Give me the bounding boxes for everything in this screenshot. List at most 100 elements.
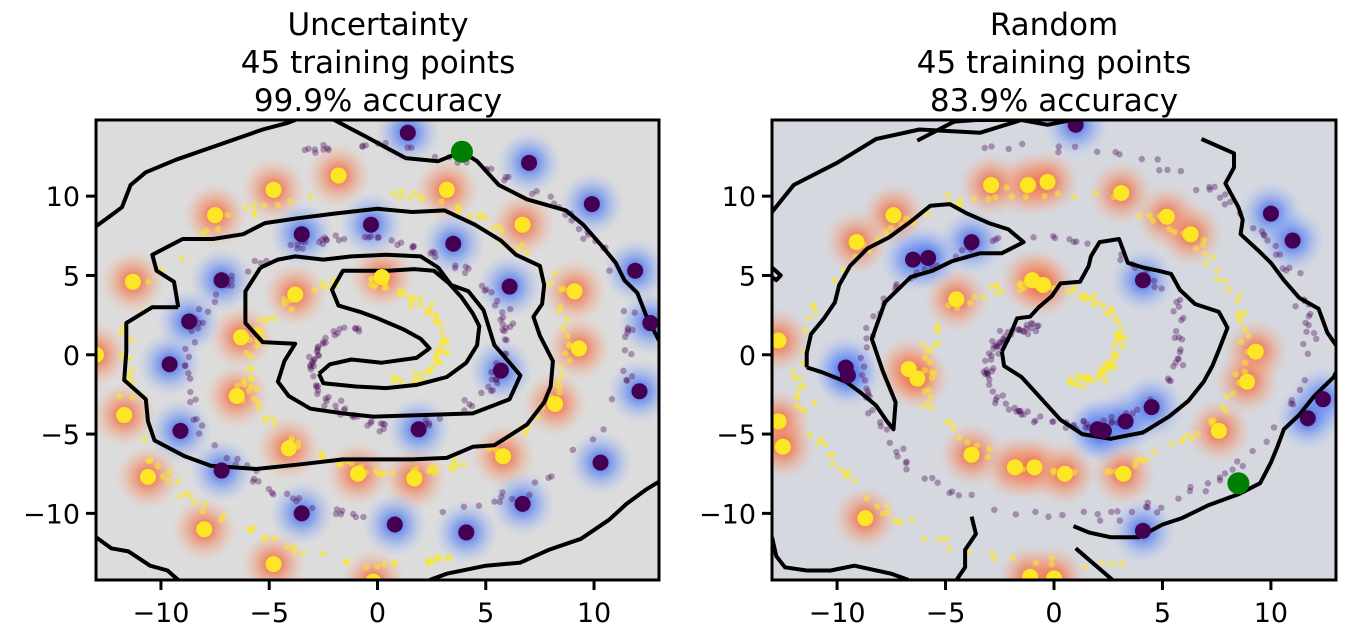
sample-yellow: [192, 498, 199, 506]
sample-purple: [1301, 377, 1309, 384]
sample-yellow: [1136, 212, 1143, 219]
training-point-purple: [514, 495, 531, 512]
sample-purple: [488, 289, 495, 296]
sample-purple: [309, 360, 316, 367]
decision-boundary: [428, 479, 659, 580]
sample-yellow: [147, 457, 154, 464]
training-point-purple: [1284, 232, 1301, 249]
training-point-yellow: [963, 446, 980, 463]
sample-purple: [319, 340, 327, 348]
training-point-yellow: [265, 181, 282, 198]
sample-purple: [508, 495, 516, 503]
sample-purple: [311, 355, 318, 363]
sample-purple: [352, 324, 359, 332]
sample-yellow: [557, 304, 564, 311]
sample-purple: [1023, 325, 1030, 332]
sample-purple: [993, 343, 1000, 350]
sample-purple: [499, 489, 506, 496]
sample-yellow: [947, 419, 955, 427]
sample-purple: [1202, 488, 1209, 495]
sample-yellow: [1189, 434, 1196, 442]
sample-purple: [332, 232, 339, 239]
sample-yellow: [829, 451, 837, 459]
sample-yellow: [921, 388, 928, 395]
sample-yellow: [956, 197, 964, 204]
training-point-yellow: [1115, 465, 1132, 482]
sample-purple: [995, 343, 1003, 351]
sample-purple: [212, 291, 220, 298]
sample-yellow: [264, 315, 271, 322]
sample-purple: [305, 145, 312, 152]
sample-purple: [1164, 166, 1171, 174]
sample-purple: [1179, 361, 1187, 369]
sample-yellow: [1032, 559, 1040, 567]
sample-purple: [204, 308, 212, 315]
sample-purple: [531, 479, 539, 486]
sample-yellow: [251, 395, 258, 402]
sample-purple: [341, 324, 348, 331]
sample-yellow: [342, 558, 349, 565]
sample-purple: [529, 190, 536, 197]
sample-purple: [1270, 424, 1278, 431]
sample-yellow: [1241, 368, 1248, 375]
sample-purple: [1297, 269, 1304, 277]
sample-purple: [362, 142, 370, 149]
sample-purple: [1261, 232, 1268, 239]
sample-purple: [1073, 238, 1080, 245]
sample-purple: [1151, 283, 1158, 291]
sample-purple: [858, 371, 866, 379]
sample-purple: [314, 344, 321, 351]
sample-purple: [1180, 314, 1187, 322]
sample-yellow: [1213, 267, 1221, 274]
sample-purple: [1037, 413, 1044, 420]
sample-yellow: [831, 277, 838, 284]
x-tick-label: −5: [249, 598, 289, 629]
sample-purple: [1080, 508, 1087, 516]
sample-yellow: [965, 549, 973, 556]
sample-purple: [323, 236, 330, 243]
sample-purple: [1304, 350, 1312, 358]
sample-purple: [1050, 418, 1057, 425]
decision-boundary-layer: [772, 120, 1336, 580]
sample-purple: [1154, 156, 1161, 163]
sample-purple: [860, 363, 868, 370]
sample-yellow: [398, 188, 405, 195]
sample-purple: [461, 397, 468, 404]
x-tick-label: −10: [809, 598, 866, 629]
training-point-purple: [627, 262, 644, 279]
sample-purple: [1016, 326, 1024, 334]
sample-purple: [980, 368, 987, 375]
sample-purple: [320, 338, 327, 346]
sample-purple: [312, 149, 319, 156]
glow-yellow: [772, 307, 812, 374]
training-point-yellow: [1006, 459, 1023, 476]
sample-yellow: [927, 393, 935, 400]
sample-purple: [425, 420, 433, 427]
sample-purple: [1305, 321, 1312, 329]
sample-yellow: [406, 194, 413, 201]
sample-purple: [301, 146, 309, 154]
sample-purple: [1129, 410, 1136, 417]
sample-purple: [325, 146, 332, 154]
sample-purple: [196, 430, 203, 437]
sample-purple: [181, 362, 189, 370]
sample-purple: [621, 347, 629, 354]
sample-yellow: [363, 564, 370, 571]
sample-yellow: [288, 435, 296, 442]
sample-yellow: [255, 405, 262, 412]
sample-purple: [526, 491, 533, 499]
sample-purple: [497, 316, 504, 323]
training-point-purple: [839, 367, 856, 384]
sample-purple: [499, 321, 506, 328]
sample-purple: [893, 448, 900, 456]
sample-purple: [1173, 298, 1180, 306]
sample-purple: [1239, 462, 1246, 470]
sample-yellow: [243, 349, 250, 357]
sample-purple: [1116, 517, 1123, 524]
chart-title-line-2: 45 training points: [917, 45, 1191, 81]
sample-purple: [359, 142, 366, 150]
sample-purple: [321, 402, 328, 410]
decision-boundary: [1074, 546, 1114, 580]
sample-yellow: [452, 458, 459, 466]
